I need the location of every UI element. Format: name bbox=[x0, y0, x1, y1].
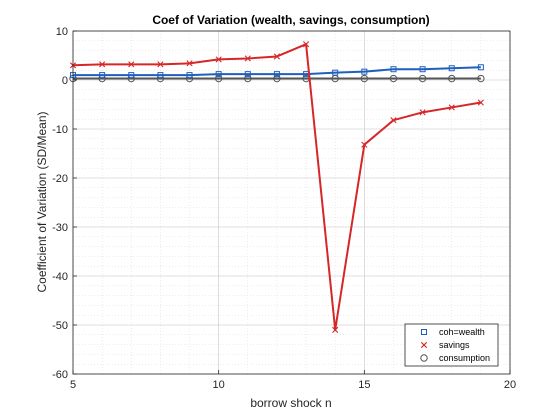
legend-label-consumption: consumption bbox=[439, 353, 490, 363]
chart-title: Coef of Variation (wealth, savings, cons… bbox=[152, 13, 429, 27]
x-tick-label: 10 bbox=[213, 379, 225, 391]
x-tick-label: 15 bbox=[358, 379, 370, 391]
legend-label-coh-wealth: coh=wealth bbox=[439, 327, 485, 337]
legend: coh=wealth savings consumption bbox=[405, 324, 498, 366]
y-tick-label: -50 bbox=[52, 320, 68, 332]
y-tick-label: 0 bbox=[62, 75, 68, 87]
y-tick-label: 10 bbox=[56, 26, 68, 38]
y-tick-label: -40 bbox=[52, 271, 68, 283]
x-tick-label: 20 bbox=[504, 379, 516, 391]
x-axis-label: borrow shock n bbox=[250, 396, 331, 410]
y-tick-label: -20 bbox=[52, 173, 68, 185]
y-axis-label: Coefficient of Variation (SD/Mean) bbox=[35, 112, 49, 293]
x-tick-label: 5 bbox=[70, 379, 76, 391]
y-tick-label: -30 bbox=[52, 222, 68, 234]
y-tick-label: -60 bbox=[52, 369, 68, 381]
y-tick-label: -10 bbox=[52, 124, 68, 136]
plot-area-background bbox=[73, 31, 510, 374]
legend-label-savings: savings bbox=[439, 340, 470, 350]
